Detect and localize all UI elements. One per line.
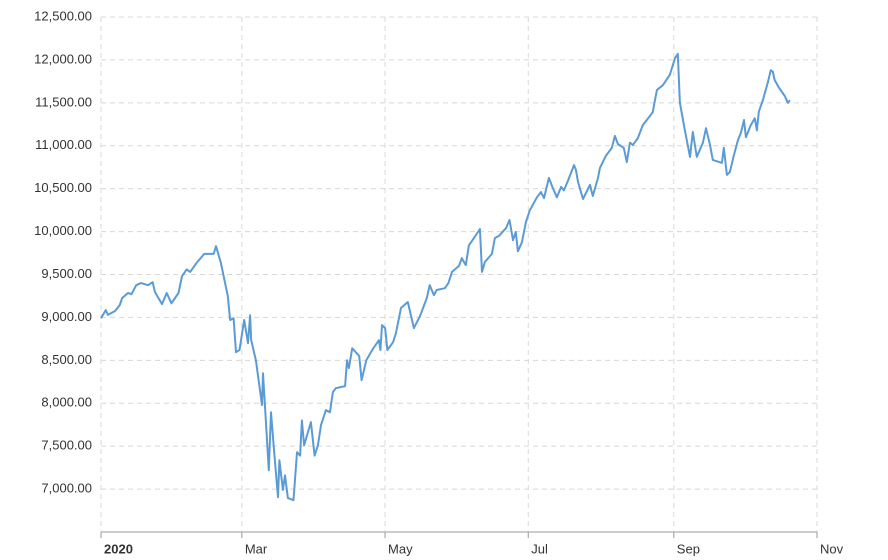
y-tick-label: 12,000.00 [34,51,92,66]
x-tick-label: May [388,541,413,556]
y-tick-label: 7,500.00 [41,438,92,453]
y-tick-label: 11,500.00 [35,94,92,109]
y-tick-label: 9,000.00 [41,309,92,324]
y-tick-label: 10,500.00 [34,180,92,195]
data-line [100,52,791,502]
y-tick-label: 10,000.00 [34,223,92,238]
y-tick-label: 8,500.00 [41,352,92,367]
y-tick-label: 9,500.00 [41,266,92,281]
y-tick-label: 7,000.00 [41,481,92,496]
y-tick-label: 11,000.00 [35,137,92,152]
y-tick-label: 12,500.00 [34,8,92,23]
y-tick-label: 8,000.00 [41,395,92,410]
x-tick-label: Nov [820,541,844,556]
x-tick-label: Sep [677,541,700,556]
x-tick-label: Jul [531,541,548,556]
x-tick-label: 2020 [104,541,133,556]
x-tick-label: Mar [245,541,268,556]
